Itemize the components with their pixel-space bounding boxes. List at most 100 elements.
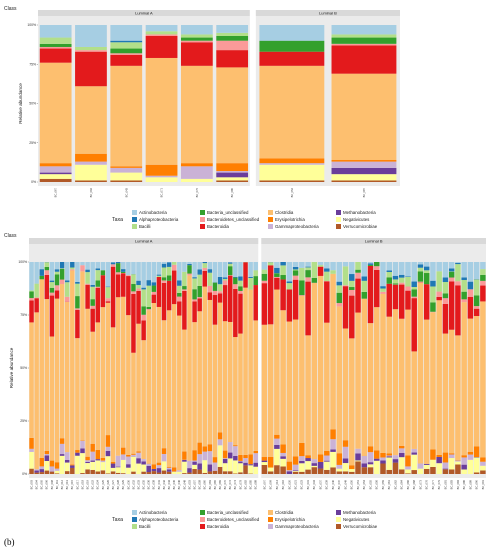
bar-segment-bacilli bbox=[141, 289, 146, 307]
bar-segment-actinobacteria bbox=[180, 25, 213, 35]
bar-segment-gammaproteobacteria bbox=[367, 452, 374, 463]
bar-segment-negativicutes bbox=[448, 458, 455, 470]
bar-segment-bacilli bbox=[105, 287, 111, 299]
bar-segment-negativicutes bbox=[342, 463, 349, 472]
legend-label: Erysipelotrichia bbox=[275, 517, 305, 522]
bar-segment-verrucomicrobiae bbox=[355, 461, 361, 474]
bar-segment-verrucomicrobiae bbox=[131, 471, 136, 474]
bar-segment-verrucomicrobiae bbox=[305, 469, 311, 474]
bar-segment-bacteroidetes-unclassified bbox=[49, 292, 55, 296]
bar-segment-bacilli bbox=[54, 271, 60, 275]
bar-segment-erysipelotrichia bbox=[29, 437, 34, 449]
bar-segment-actinobacteria bbox=[146, 262, 151, 281]
bar-segment-actinobacteria bbox=[64, 262, 70, 281]
bar-segment-erysipelotrichia bbox=[442, 452, 449, 463]
bar-segment-erysipelotrichia bbox=[222, 450, 228, 459]
bar-segment-bacteroidetes-unclassified bbox=[436, 291, 442, 297]
facet-strip bbox=[255, 10, 400, 16]
bar-segment-bacteroidetes-unclassified bbox=[411, 296, 417, 299]
bar-segment-erysipelotrichia bbox=[238, 454, 243, 461]
bar-segment-bacilli bbox=[292, 269, 299, 271]
bar-segment-bacteroidia bbox=[100, 275, 106, 308]
bar-segment-methanobacteria bbox=[274, 444, 280, 449]
bar-segment-bacilli bbox=[59, 268, 65, 269]
bar-segment-verrucomicrobiae bbox=[267, 471, 274, 474]
bar-segment-bacteroidia bbox=[44, 274, 50, 300]
legend-label: Bacteroidia bbox=[207, 524, 230, 529]
bar-segment-erysipelotrichia bbox=[261, 457, 268, 461]
bar-segment-bacilli bbox=[392, 279, 399, 284]
y-tick-label: 0% bbox=[31, 180, 36, 184]
bar-segment-gammaproteobacteria bbox=[398, 448, 405, 453]
bar-segment-bacteroidia bbox=[233, 288, 238, 338]
bar-segment-bacteroidetes-unclassified bbox=[331, 43, 397, 46]
bar-segment-actinobacteria bbox=[336, 262, 343, 282]
x-tick-label: BC_004 bbox=[35, 479, 39, 489]
bar-segment-bacteroidia bbox=[115, 274, 121, 298]
bar-segment-bacteroidetes-unclassified bbox=[261, 280, 268, 284]
bar-segment-clostridia bbox=[442, 333, 449, 453]
bar-segment-clostridia bbox=[455, 335, 461, 460]
x-tick-label: BC_040 bbox=[331, 479, 335, 489]
bar-segment-alphaproteobacteria bbox=[467, 281, 474, 290]
bar-segment-negativicutes bbox=[367, 464, 374, 468]
bar-segment-bacteroidetes-unclassified bbox=[197, 297, 202, 299]
bar-segment-bacteroidia bbox=[197, 298, 202, 312]
bar-segment-bacteroidia bbox=[317, 266, 324, 276]
bar-segment-gammaproteobacteria bbox=[121, 454, 126, 460]
bar-segment-actinobacteria bbox=[212, 262, 218, 283]
x-tick-label: BC_047 bbox=[337, 479, 341, 489]
bar-segment-gammaproteobacteria bbox=[49, 466, 55, 472]
bar-segment-bacteroidetes-unclassified bbox=[136, 288, 141, 291]
facet-label: Luminal B bbox=[319, 10, 337, 15]
bar-segment-negativicutes bbox=[217, 445, 223, 467]
bar-segment-actinobacteria bbox=[349, 262, 355, 275]
bar-segment-verrucomicrobiae bbox=[423, 468, 430, 474]
bar-segment-actinobacteria bbox=[192, 262, 197, 278]
bar-segment-methanobacteria bbox=[192, 461, 197, 465]
bar-segment-actinobacteria bbox=[330, 262, 336, 271]
bar-segment-clostridia bbox=[217, 302, 223, 433]
y-tick-label: 50% bbox=[20, 366, 27, 370]
bar-segment-bacteroidia bbox=[259, 51, 325, 66]
bar-segment-verrucomicrobiae bbox=[455, 464, 461, 474]
bar-segment-bacteroidetes-unclassified bbox=[442, 298, 449, 304]
bar-segment-bacteria-unclassified bbox=[228, 266, 233, 276]
x-tick-label: BC_013 bbox=[65, 479, 69, 489]
bar-segment-actinobacteria bbox=[261, 262, 268, 270]
bar-segment-gammaproteobacteria bbox=[90, 451, 95, 461]
bar-segment-methanobacteria bbox=[182, 459, 187, 462]
bar-segment-alphaproteobacteria bbox=[141, 287, 146, 290]
bar-segment-actinobacteria bbox=[156, 262, 162, 275]
x-tick-label: BC_011 bbox=[55, 479, 59, 489]
bar-segment-bacteria-unclassified bbox=[423, 273, 430, 285]
bar-segment-gammaproteobacteria bbox=[380, 457, 386, 461]
bar-segment-clostridia bbox=[187, 275, 192, 461]
bar-segment-erysipelotrichia bbox=[467, 451, 474, 455]
bar-segment-bacteroidia bbox=[423, 284, 430, 320]
bar-segment-methanobacteria bbox=[156, 468, 162, 473]
bar-segment-bacilli bbox=[64, 282, 70, 297]
bar-segment-bacteria-unclassified bbox=[355, 269, 361, 273]
bar-segment-alphaproteobacteria bbox=[222, 277, 228, 279]
bar-segment-gammaproteobacteria bbox=[59, 443, 65, 455]
bar-segment-bacteroidia bbox=[331, 45, 397, 74]
x-tick-label: BC_067 bbox=[54, 187, 58, 197]
bar-segment-erysipelotrichia bbox=[386, 453, 392, 456]
bar-segment-verrucomicrobiae bbox=[380, 463, 386, 474]
x-tick-label: BC_091 bbox=[481, 479, 485, 489]
bar-segment-clostridia bbox=[126, 315, 131, 455]
bar-segment-gammaproteobacteria bbox=[299, 456, 305, 461]
bar-segment-verrucomicrobiae bbox=[448, 469, 455, 474]
x-tick-label: BC_037 bbox=[318, 479, 322, 489]
bar-segment-clostridia bbox=[311, 283, 318, 460]
bar-segment-gammaproteobacteria bbox=[311, 459, 318, 464]
bar-segment-bacteroidia bbox=[180, 42, 213, 66]
bar-segment-negativicutes bbox=[136, 463, 141, 474]
bar-segment-gammaproteobacteria bbox=[361, 456, 368, 464]
facet-panel bbox=[38, 16, 250, 186]
bar-segment-bacilli bbox=[349, 280, 355, 288]
bar-segment-bacteroidia bbox=[261, 283, 268, 325]
bar-segment-gammaproteobacteria bbox=[44, 454, 50, 456]
bar-segment-actinobacteria bbox=[305, 262, 311, 267]
